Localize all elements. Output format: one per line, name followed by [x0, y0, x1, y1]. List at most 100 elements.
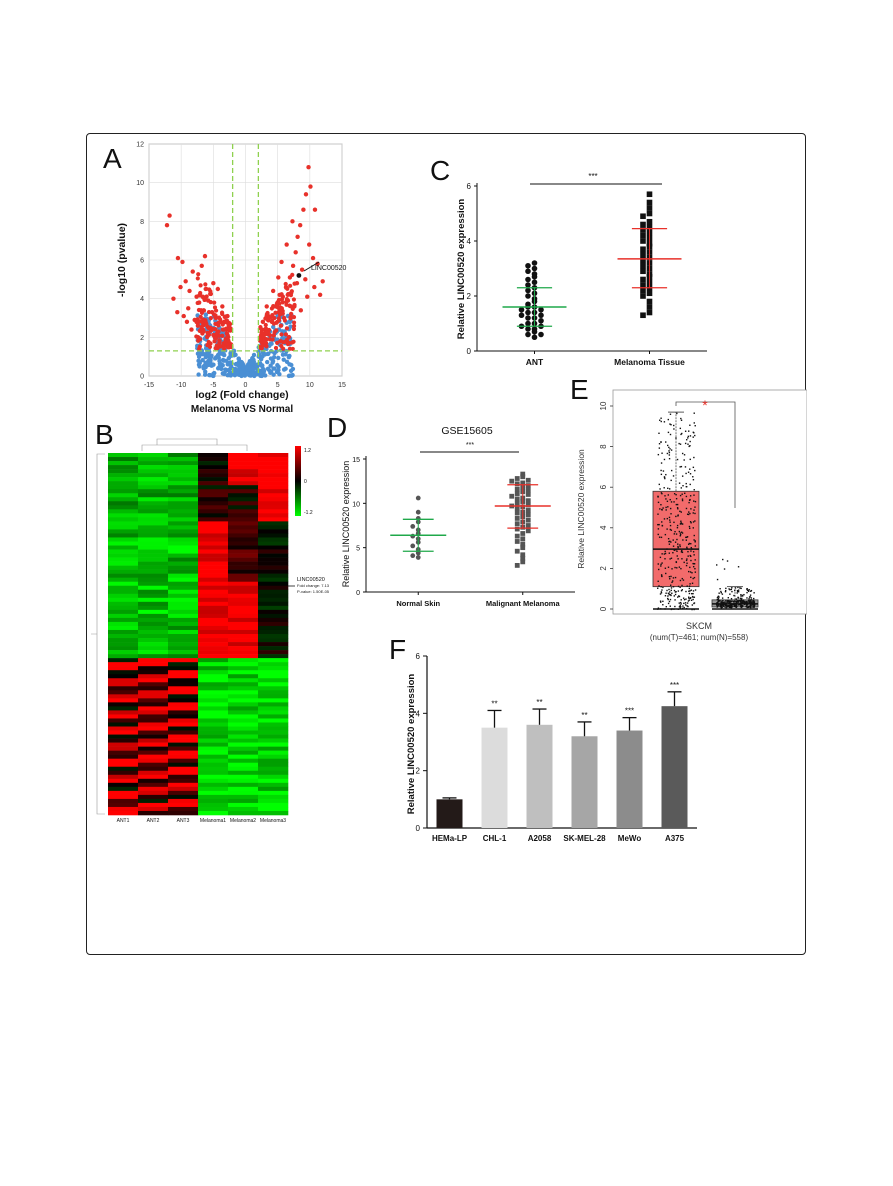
panel-e-jitter-point — [737, 601, 739, 603]
volcano-point-sig — [270, 337, 275, 342]
volcano-point-nonsig — [244, 371, 250, 377]
panel-e-jitter-point — [688, 585, 691, 587]
heatmap-cell — [168, 553, 199, 558]
heatmap-cell — [258, 501, 289, 506]
panel-e-jitter-point — [670, 557, 673, 559]
panel-d-point — [520, 474, 526, 480]
heatmap-cell — [198, 557, 229, 562]
heatmap-cell — [168, 549, 199, 554]
panel-e-jitter-point — [746, 588, 748, 590]
panel-e-jitter-point — [685, 536, 687, 539]
panel-e-jitter-point — [662, 470, 665, 472]
panel-e-jitter-point — [692, 562, 694, 565]
volcano-point-sig — [260, 319, 266, 325]
heatmap-cell — [198, 465, 229, 470]
heatmap-cell — [228, 638, 259, 643]
volcano-point-nonsig — [268, 363, 273, 368]
panel-e-jitter-point — [727, 597, 729, 599]
panel-e-jitter-point — [737, 600, 739, 602]
heatmap-cell — [198, 742, 229, 747]
heatmap-cell — [108, 481, 139, 486]
volcano-point-sig — [290, 219, 295, 224]
panel-e-jitter-point — [686, 547, 688, 550]
heatmap-cell — [228, 662, 259, 667]
panel-e-jitter-point — [692, 521, 695, 523]
panel-e-jitter-point — [669, 605, 671, 607]
panel-e-jitter-point — [673, 428, 675, 430]
panel-e-jitter-point — [693, 608, 695, 611]
heatmap-cell — [258, 734, 289, 739]
panel-d-point — [514, 516, 520, 521]
panel-e-jitter-point — [725, 605, 728, 607]
panel-e-jitter-point — [731, 605, 733, 607]
figure-frame: A B C D E F -15 -10 -5 0 5 10 15 0 2 4 6 8 10 12 LINC… — [86, 133, 808, 955]
panel-e-jitter-point — [670, 479, 672, 482]
heatmap-cell — [108, 762, 139, 768]
panel-e-jitter-point — [745, 600, 748, 603]
panel-e-jitter-point — [752, 604, 754, 606]
volcano-point-sig — [289, 311, 294, 316]
panel-c-point — [531, 279, 538, 286]
volcano-point-nonsig — [203, 312, 209, 317]
panel-e-jitter-point — [665, 509, 667, 511]
panel-e-jitter-point — [690, 550, 692, 552]
volcano-point-sig — [167, 213, 172, 218]
panel-e-jitter-point — [687, 437, 689, 439]
panel-e-jitter-point — [680, 551, 683, 553]
volcano-point-sig — [283, 332, 289, 337]
panel-e-jitter-point — [668, 488, 671, 490]
panel-e-jitter-point — [688, 599, 690, 601]
panel-d-point — [520, 545, 526, 551]
heatmap-cell — [108, 625, 139, 631]
heatmap-cell — [138, 549, 169, 554]
panel-e-jitter-point — [717, 604, 719, 607]
panel-c-point — [640, 238, 646, 244]
panel-e-jitter-point — [739, 603, 741, 605]
panel-d-point — [410, 553, 416, 559]
volcano-point-sig — [214, 343, 219, 348]
heatmap-cell — [168, 794, 199, 800]
panel-e-jitter-point — [679, 604, 681, 607]
panel-c-significance: *** — [588, 172, 597, 181]
volcano-point-sig — [218, 317, 223, 322]
heatmap-cell — [168, 730, 199, 735]
heatmap-cell — [258, 726, 289, 731]
panel-e-jitter-point — [722, 601, 725, 604]
panel-label-f: F — [389, 634, 406, 665]
panel-e-jitter-point — [730, 606, 733, 609]
panel-e-jitter-point — [689, 512, 691, 515]
heatmap-cell — [168, 750, 199, 755]
volcano-point-sig — [279, 306, 284, 311]
heatmap-cell — [228, 593, 259, 599]
heatmap-cell — [138, 678, 169, 683]
panel-e-jitter-point — [660, 601, 662, 603]
heatmap-cell — [258, 654, 289, 659]
panel-e-jitter-point — [680, 523, 682, 525]
panel-e-jitter-point — [747, 600, 750, 602]
heatmap-cell — [168, 790, 199, 796]
heatmap-cell — [108, 710, 139, 715]
panel-d-point — [525, 517, 531, 523]
heatmap-cell — [108, 798, 139, 804]
panel-e-jitter-point — [717, 599, 720, 601]
volcano-point-sig — [262, 340, 267, 345]
panel-c-point — [646, 205, 653, 211]
panel-d-point — [410, 533, 416, 539]
panel-e-jitter-point — [664, 477, 666, 480]
panel-e-jitter-point — [737, 590, 739, 593]
volcano-annotation-arrow — [303, 261, 320, 272]
panel-e-jitter-point — [693, 509, 695, 511]
heatmap-cell — [108, 473, 139, 478]
panel-e-jitter-point — [733, 602, 735, 605]
panel-e-jitter-point — [668, 451, 671, 454]
volcano-point-nonsig — [251, 366, 256, 372]
volcano-point-sig — [282, 318, 287, 323]
panel-e-ytick-label: 2 — [599, 566, 608, 571]
heatmap-cell — [168, 461, 199, 466]
heatmap-cell — [168, 453, 199, 458]
panel-e-jitter-point — [685, 598, 687, 600]
heatmap-cell — [228, 469, 259, 474]
volcano-point-sig — [291, 326, 297, 332]
panel-e-jitter-point — [660, 586, 662, 588]
heatmap-cell — [198, 698, 229, 703]
